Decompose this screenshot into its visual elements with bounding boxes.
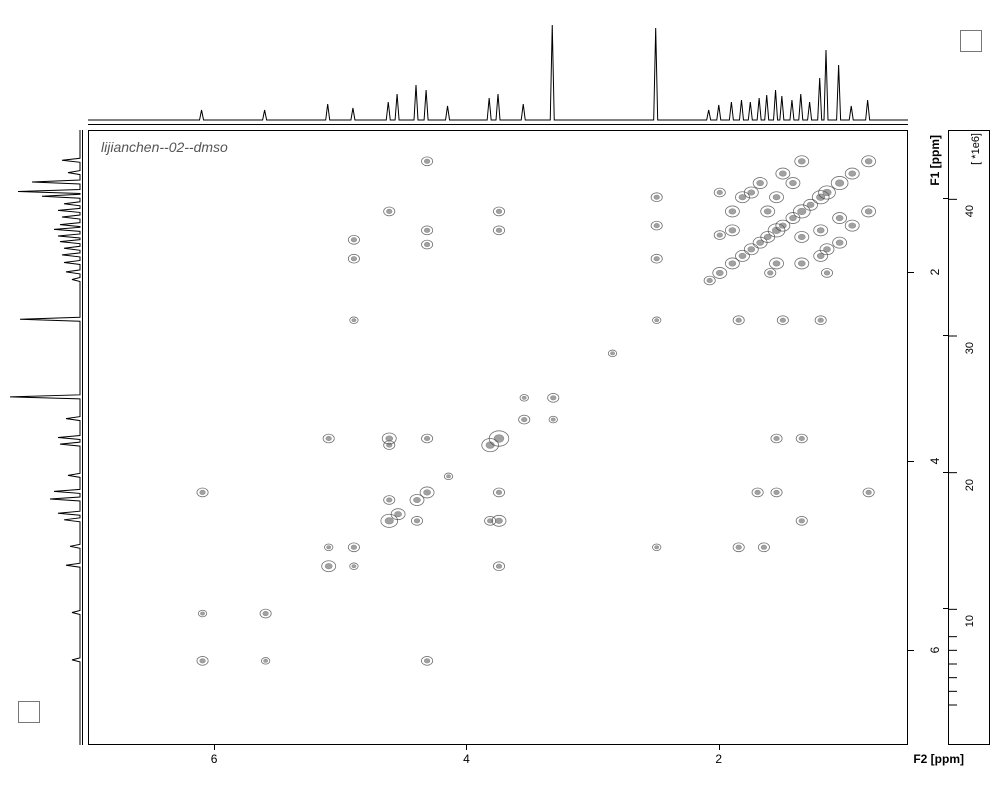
plot-area-2d: lijianchen--02--dmso: [88, 130, 908, 745]
f1-tick-mark: [908, 272, 914, 273]
f2-tick-label: 2: [715, 752, 722, 766]
intensity-scale: [948, 130, 990, 745]
f1-tick-label: 6: [928, 647, 942, 654]
f2-tick-label: 6: [211, 752, 218, 766]
intensity-tick-label: 10: [964, 615, 976, 627]
intensity-tick-mark: [943, 198, 948, 199]
top-1d-spectrum: [88, 25, 908, 125]
intensity-tick-label: 30: [964, 342, 976, 354]
f2-tick-mark: [719, 744, 720, 750]
left-axis-baseline: [82, 130, 83, 745]
nmr-2d-figure: lijianchen--02--dmso F1 [ppm] F2 [ppm] […: [0, 0, 1000, 801]
f2-axis-label: F2 [ppm]: [913, 752, 964, 766]
intensity-tick-label: 20: [964, 479, 976, 491]
intensity-tick-mark: [943, 472, 948, 473]
f2-tick-label: 4: [463, 752, 470, 766]
f2-tick-mark: [466, 744, 467, 750]
f1-tick-label: 4: [928, 458, 942, 465]
cross-peaks-svg: [89, 131, 909, 746]
left-1d-spectrum: [10, 130, 85, 745]
f1-tick-mark: [908, 650, 914, 651]
intensity-ticks-svg: [949, 131, 991, 746]
top-axis-baseline: [88, 124, 908, 125]
intensity-tick-label: 40: [964, 205, 976, 217]
f2-tick-mark: [214, 744, 215, 750]
intensity-tick-mark: [943, 608, 948, 609]
intensity-unit-label: [ *1e6]: [970, 133, 982, 165]
intensity-tick-mark: [943, 335, 948, 336]
f1-tick-label: 2: [928, 269, 942, 276]
f1-axis-label: F1 [ppm]: [928, 135, 942, 186]
legend-marker-top-right: [960, 30, 982, 52]
f1-tick-mark: [908, 461, 914, 462]
